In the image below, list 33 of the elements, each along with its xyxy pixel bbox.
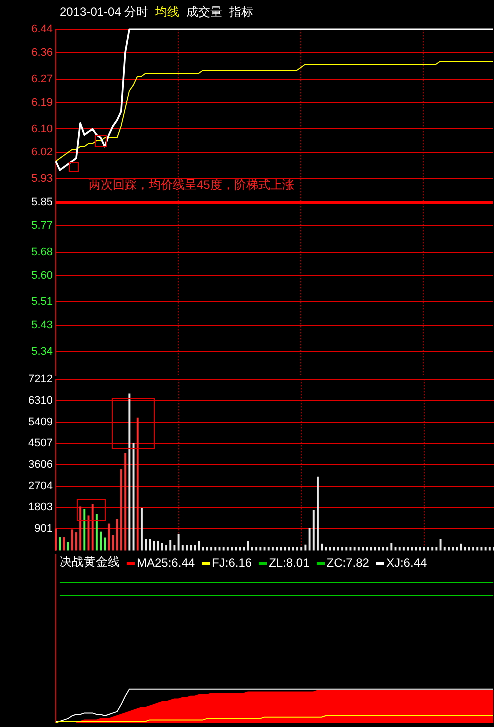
text: 指标 bbox=[230, 4, 254, 21]
y-tick-label: 5.34 bbox=[32, 346, 53, 358]
legend-label: ZC:7.82 bbox=[326, 556, 370, 570]
y-tick-label: 5.93 bbox=[32, 173, 53, 186]
y-tick-label: 6.02 bbox=[32, 146, 53, 159]
y-tick-label: 6.36 bbox=[32, 47, 53, 60]
y-tick-label: 6.44 bbox=[32, 24, 53, 36]
annotation: 两次回踩，均价线呈45度，阶梯式上涨 bbox=[89, 177, 294, 194]
y-tick-label: 7212 bbox=[28, 374, 53, 386]
y-tick-label: 5.85 bbox=[32, 196, 53, 209]
legend-label: MA25:6.44 bbox=[137, 556, 196, 570]
y-tick-label: 2704 bbox=[28, 480, 53, 492]
y-tick-label: 5.77 bbox=[32, 220, 53, 232]
y-tick-label: 6.27 bbox=[32, 73, 53, 86]
y-tick-label: 5.51 bbox=[32, 296, 53, 308]
legend-label: FJ:6.16 bbox=[212, 556, 252, 570]
y-tick-label: 1803 bbox=[28, 502, 53, 514]
y-tick-label: 6310 bbox=[28, 394, 53, 407]
y-tick-label: 5.60 bbox=[32, 270, 53, 282]
legend-label: XJ:6.44 bbox=[386, 556, 428, 570]
text: 均线 bbox=[156, 5, 180, 19]
y-tick-label: 5409 bbox=[28, 416, 53, 428]
y-tick-label: 5.43 bbox=[32, 320, 53, 332]
y-tick-label: 901 bbox=[34, 523, 53, 536]
legend-label: ZL:8.01 bbox=[269, 556, 310, 570]
text: 成交量 bbox=[186, 4, 223, 21]
y-tick-label: 3606 bbox=[28, 459, 53, 472]
y-tick-label: 5.68 bbox=[32, 246, 53, 258]
chart-title: 决战黄金线 bbox=[60, 554, 120, 571]
chart-title: 2013-01-04 分时 bbox=[60, 4, 149, 21]
y-tick-label: 6.19 bbox=[32, 96, 53, 109]
y-tick-label: 4507 bbox=[28, 438, 53, 450]
y-tick-label: 6.10 bbox=[32, 123, 53, 136]
